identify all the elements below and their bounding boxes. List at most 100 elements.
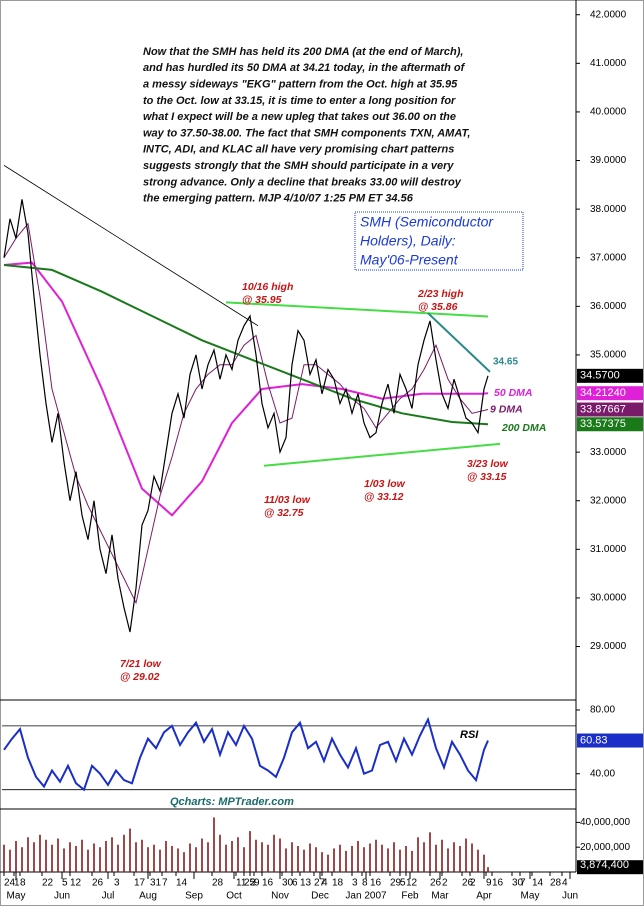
x-tick-label: May [7, 891, 26, 902]
volume-bar [363, 847, 365, 872]
volume-bar [21, 847, 23, 872]
annotation: 1/03 low [364, 478, 406, 490]
volume-bar [141, 839, 143, 872]
series-last-box [577, 386, 643, 401]
volume-bar [291, 842, 293, 872]
title-line: May'06-Present [360, 252, 459, 268]
volume-bar [27, 837, 29, 872]
source-label: Qcharts: MPTrader.com [170, 796, 294, 808]
x-minor-tick-label: 3 [352, 878, 358, 889]
x-minor-tick-label: 16 [492, 878, 504, 889]
x-minor-tick-label: 25 [244, 878, 256, 889]
x-minor-tick-label: 18 [332, 878, 344, 889]
volume-bar [237, 837, 239, 872]
x-tick-label: Jun [562, 891, 578, 902]
x-tick-label: Sep [185, 891, 203, 902]
y-tick-label: 29.0000 [590, 641, 627, 652]
x-minor-tick-label: 4 [562, 878, 568, 889]
x-minor-tick-label: 8 [362, 878, 368, 889]
x-minor-tick-label: 1 [14, 878, 20, 889]
x-tick-label: Dec [311, 891, 329, 902]
commentary-line: what I expect will be a new upleg that t… [143, 111, 456, 123]
annotation: @ 33.15 [467, 471, 507, 483]
annotation: 7/21 low [120, 658, 162, 670]
last-value-label: 60.83 [580, 734, 608, 746]
volume-bar [135, 842, 137, 872]
x-minor-tick-label: 31 [150, 878, 162, 889]
volume-last-box [577, 860, 643, 875]
volume-bar [333, 848, 335, 872]
commentary-line: Now that the SMH has held its 200 DMA (a… [143, 46, 463, 58]
commentary-line: INTC, ADI, and KLAC all have very promis… [143, 144, 454, 156]
x-minor-tick-label: 4 [322, 878, 328, 889]
x-minor-tick-label: 6 [292, 878, 298, 889]
commentary-line: the emerging pattern. MJP 4/10/07 1:25 P… [143, 193, 414, 205]
y-tick-label: 41.0000 [590, 58, 627, 69]
y-tick-label: 33.0000 [590, 447, 627, 458]
x-minor-tick-label: 22 [42, 878, 54, 889]
volume-bar [345, 850, 347, 872]
x-minor-tick-label: 3 [114, 878, 120, 889]
x-tick-label: Nov [271, 891, 289, 902]
annotation: 3/23 low [467, 458, 509, 470]
x-minor-tick-label: 2 [250, 878, 256, 889]
price-last-box [577, 368, 643, 383]
last-value-label: 34.5700 [580, 370, 620, 382]
x-minor-tick-label: 9 [486, 878, 492, 889]
volume-bar [9, 849, 11, 872]
volume-bar [303, 849, 305, 872]
volume-bar [243, 847, 245, 872]
x-minor-tick-label: 30 [512, 878, 524, 889]
volume-bar [429, 832, 431, 872]
x-minor-tick-label: 9 [254, 878, 260, 889]
annotation: @ 32.75 [264, 507, 304, 519]
y-tick-label: 38.0000 [590, 204, 627, 215]
x-minor-tick-label: 24 [4, 878, 16, 889]
volume-bar [405, 845, 407, 872]
x-minor-tick-label: 12 [406, 878, 418, 889]
volume-bar [33, 842, 35, 872]
moving-average [3, 222, 489, 605]
x-minor-tick-label: 2 [470, 878, 476, 889]
x-tick-label: Aug [139, 891, 157, 902]
volume-bar [81, 839, 83, 872]
volume-bar [327, 854, 329, 872]
trendline [3, 165, 259, 327]
volume-bar [189, 843, 191, 872]
series-label: 9 DMA [490, 403, 523, 415]
volume-bar [171, 845, 173, 872]
annotation: 2/23 high [417, 288, 464, 300]
volume-bar [417, 837, 419, 872]
volume-bar [279, 838, 281, 872]
x-minor-tick-label: 30 [282, 878, 294, 889]
x-minor-tick-label: 13 [300, 878, 312, 889]
price-line [3, 199, 489, 633]
x-minor-tick-label: 12 [70, 878, 82, 889]
volume-bar [195, 847, 197, 872]
commentary-line: suggests strongly that the SMH should pa… [143, 160, 454, 172]
volume-bar [297, 845, 299, 872]
volume-bar [153, 844, 155, 872]
volume-bar [309, 843, 311, 872]
y-tick-label: 32.0000 [590, 495, 627, 506]
volume-bar [447, 848, 449, 872]
volume-bar [159, 849, 161, 872]
annotation: @ 29.02 [120, 671, 160, 683]
volume-bar [321, 852, 323, 872]
volume-bar [15, 841, 17, 872]
annotation: @ 33.12 [364, 491, 404, 503]
volume-bar [213, 817, 215, 872]
moving-average [3, 264, 489, 426]
title-line: Holders), Daily: [360, 233, 456, 249]
x-minor-tick-label: 8 [20, 878, 26, 889]
volume-bar [487, 867, 489, 872]
y-tick-label: 80.00 [590, 705, 615, 716]
volume-bar [339, 844, 341, 872]
commentary-line: a messy sideways "EKG" pattern from the … [143, 79, 458, 91]
y-tick-label: 37.0000 [590, 252, 627, 263]
x-tick-label: Jun [54, 891, 70, 902]
volume-bar [207, 842, 209, 872]
x-minor-tick-label: 26 [430, 878, 442, 889]
x-tick-label: Oct [226, 891, 242, 902]
x-minor-tick-label: 16 [370, 878, 382, 889]
